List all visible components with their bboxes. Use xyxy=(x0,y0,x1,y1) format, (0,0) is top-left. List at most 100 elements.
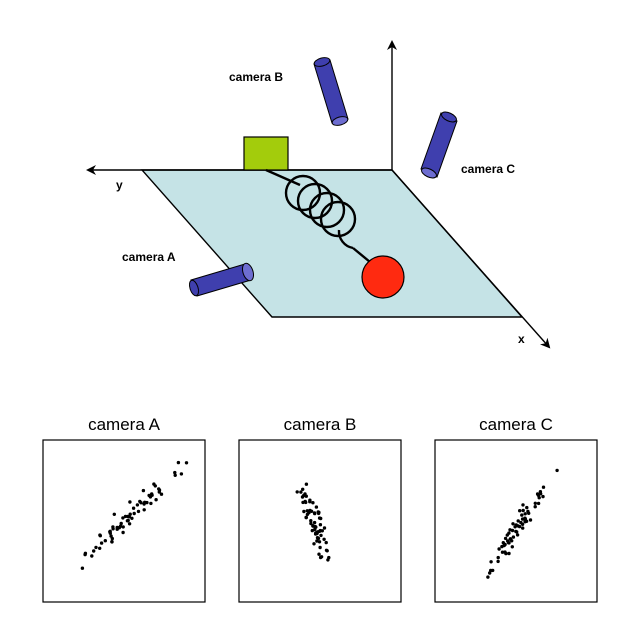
scatter-point xyxy=(322,526,327,530)
oscillating-mass xyxy=(361,255,405,299)
scatter-point xyxy=(539,492,543,496)
scatter-point xyxy=(143,500,147,504)
scatter-point xyxy=(510,545,514,549)
scatter-point xyxy=(319,555,324,559)
scatter-point xyxy=(157,487,161,491)
scatter-point xyxy=(314,505,319,509)
scatter-point xyxy=(317,540,322,544)
plot-frame-camera-a xyxy=(42,439,206,603)
scatter-point xyxy=(132,511,136,516)
scatter-points-camera-b xyxy=(295,482,331,562)
scatter-point xyxy=(159,492,164,496)
scatter-point xyxy=(309,509,314,513)
scatter-point xyxy=(511,522,515,526)
scatter-point xyxy=(502,543,506,548)
scatter-point xyxy=(507,551,511,556)
scatter-point xyxy=(127,522,132,526)
plot-frame-camera-c xyxy=(434,439,598,603)
scatter-point xyxy=(98,546,102,550)
camera-b-label: camera B xyxy=(229,70,283,84)
scatter-point xyxy=(501,541,505,545)
scatter-point xyxy=(535,492,540,496)
scatter-point xyxy=(514,529,518,534)
scatter-point xyxy=(173,473,177,477)
scatter-point xyxy=(489,568,493,573)
scatter-point xyxy=(510,528,515,533)
scatter-point xyxy=(118,524,123,528)
scatter-point xyxy=(121,530,125,535)
scatter-point xyxy=(139,501,143,505)
scatter-point xyxy=(302,509,306,514)
scatter-points-camera-a xyxy=(80,460,189,570)
scatter-point xyxy=(121,525,125,529)
plot-title-camera-a: camera A xyxy=(88,415,160,434)
plot-camera-a: camera A xyxy=(42,415,206,603)
scatter-point xyxy=(311,501,315,505)
scatter-point xyxy=(316,510,320,514)
scatter-point xyxy=(110,540,114,544)
scatter-point xyxy=(135,503,140,507)
scatter-point xyxy=(103,539,108,543)
scatter-point xyxy=(313,527,317,532)
scatter-point xyxy=(489,560,493,564)
scatter-point xyxy=(176,460,181,465)
scatter-point xyxy=(99,541,104,545)
scatter-point xyxy=(309,521,313,526)
x-axis xyxy=(391,169,551,349)
scatter-point xyxy=(317,552,321,556)
scatter-point xyxy=(316,536,321,541)
scatter-point xyxy=(533,505,537,509)
scatter-point xyxy=(515,533,520,537)
scatter-point xyxy=(80,566,85,570)
scatter-point xyxy=(503,536,508,541)
scatter-point xyxy=(94,545,98,550)
scatter-point xyxy=(541,485,546,489)
scatter-points-camera-c xyxy=(486,468,559,579)
scatter-point xyxy=(533,501,537,505)
scatter-point xyxy=(302,493,306,498)
scatter-point xyxy=(521,508,525,513)
scatter-point xyxy=(308,500,312,504)
scatter-point xyxy=(150,493,154,497)
scatter-point xyxy=(555,468,559,473)
scatter-point xyxy=(319,533,323,538)
camera-c-icon xyxy=(420,111,458,179)
scatter-point xyxy=(184,461,189,465)
scatter-point xyxy=(111,525,115,529)
scatter-point xyxy=(126,518,130,523)
scatter-point xyxy=(320,529,324,533)
scatter-point xyxy=(504,551,508,556)
scatter-point xyxy=(304,494,308,498)
scatter-point xyxy=(309,519,313,523)
scatter-point xyxy=(304,515,308,520)
scatter-point xyxy=(131,506,136,510)
scatter-point xyxy=(525,505,529,510)
scatter-point xyxy=(299,490,303,494)
scatter-point xyxy=(486,575,490,579)
scatter-point xyxy=(517,524,522,529)
scatter-point xyxy=(311,524,315,528)
scatter-point xyxy=(130,516,134,520)
scatter-point xyxy=(506,539,510,543)
scatter-point xyxy=(324,540,328,545)
scatter-point xyxy=(521,526,525,530)
scatter-point xyxy=(322,537,326,541)
scatter-point xyxy=(142,508,146,512)
scatter-point xyxy=(121,516,125,520)
scatter-point xyxy=(520,517,525,521)
scatter-point xyxy=(537,496,541,500)
scatter-point xyxy=(301,487,305,491)
scatter-point xyxy=(318,545,322,550)
scatter-point xyxy=(92,549,96,553)
scatter-point xyxy=(98,533,102,537)
scatter-point xyxy=(112,512,117,516)
camera-c-label: camera C xyxy=(461,162,515,176)
scatter-point xyxy=(179,472,184,476)
scatter-point xyxy=(507,531,511,535)
scatter-point xyxy=(520,513,524,517)
scatter-point xyxy=(128,500,132,504)
scatter-point xyxy=(315,539,319,543)
spring-coil xyxy=(265,168,371,263)
scatter-point xyxy=(496,559,500,564)
